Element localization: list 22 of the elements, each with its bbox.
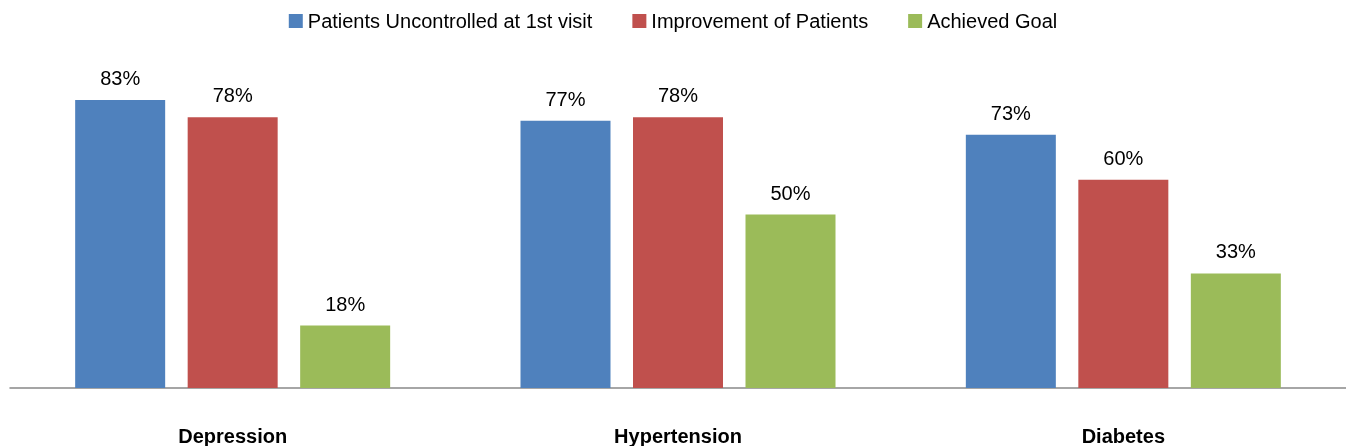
bar — [1078, 179, 1169, 388]
bar — [965, 134, 1056, 388]
bar — [745, 214, 836, 388]
bar — [300, 325, 391, 388]
data-label: 33% — [1215, 240, 1257, 263]
data-label: 78% — [657, 84, 699, 107]
legend-label: Improvement of Patients — [651, 10, 869, 32]
data-label: 78% — [212, 84, 253, 107]
data-label: 77% — [545, 87, 586, 110]
legend-label: Patients Uncontrolled at 1st visit — [307, 10, 593, 32]
bar — [75, 100, 166, 388]
bar — [187, 117, 278, 388]
legend-label: Achieved Goal — [927, 10, 1058, 32]
bar — [520, 120, 611, 388]
data-label: 83% — [100, 67, 141, 89]
data-label: 73% — [990, 101, 1032, 124]
data-label: 50% — [770, 181, 811, 204]
bar — [1190, 273, 1281, 388]
data-label: 60% — [1103, 146, 1144, 169]
bar — [633, 117, 723, 388]
x-tick-label: Diabetes — [1081, 425, 1166, 446]
data-label: 18% — [325, 292, 366, 315]
